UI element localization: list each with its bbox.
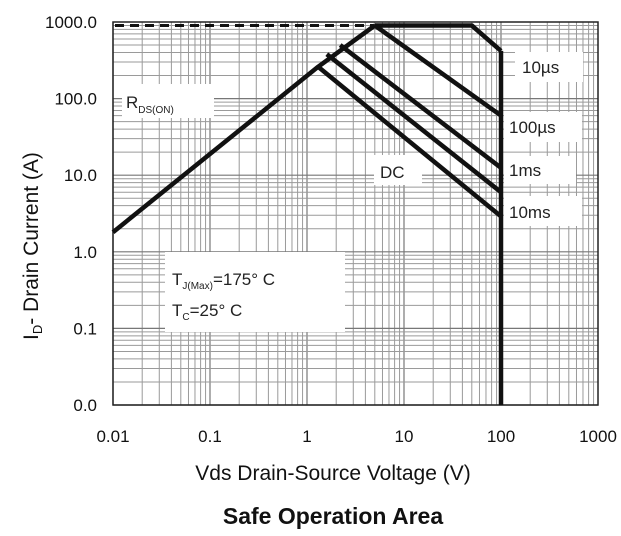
y-axis-title: ID- Drain Current (A) <box>20 152 45 340</box>
x-axis-title: Vds Drain-Source Voltage (V) <box>195 462 470 485</box>
x-tick-label: 0.1 <box>198 427 222 446</box>
y-tick-label: 0.0 <box>73 396 97 415</box>
x-tick-label: 10 <box>395 427 414 446</box>
series-line <box>374 23 503 53</box>
curve-label-10ms: 10ms <box>509 203 551 222</box>
condition-tc: TC=25° C <box>172 301 242 323</box>
y-tick-label: 10.0 <box>64 166 97 185</box>
label-bg-10us <box>515 52 583 82</box>
curve-label-100us: 100µs <box>509 118 556 137</box>
curve-label-10us: 10µs <box>522 58 559 77</box>
dc-label-bg <box>374 155 422 185</box>
label-bg-10ms <box>504 196 582 226</box>
series-line <box>373 23 503 118</box>
y-tick-label: 1000.0 <box>45 13 97 32</box>
label-bg-1ms <box>504 156 576 184</box>
label-bg-100us <box>504 112 582 142</box>
y-tick-label: 1.0 <box>73 243 97 262</box>
curve-label-1ms: 1ms <box>509 161 541 180</box>
x-tick-label: 0.01 <box>96 427 129 446</box>
series-line <box>316 65 503 219</box>
rds-label: RDS(ON) <box>126 93 174 116</box>
y-tick-label: 100.0 <box>54 90 97 109</box>
series-line <box>338 43 503 170</box>
x-tick-label: 1 <box>302 427 311 446</box>
conditions-box <box>165 252 345 332</box>
axis-ticks: 0.01 0.1 1 10 100 1000 0.0 0.1 1.0 10.0 100.0 1000.… <box>45 13 617 446</box>
soa-curves <box>111 23 504 405</box>
rds-label-bg <box>122 84 214 118</box>
x-tick-label: 1000 <box>579 427 617 446</box>
y-tick-label: 0.1 <box>73 319 97 338</box>
condition-tj: TJ(Max)=175° C <box>172 270 275 292</box>
x-tick-label: 100 <box>487 427 515 446</box>
dc-label: DC <box>380 163 405 182</box>
chart-title: Safe Operation Area <box>223 503 443 529</box>
series-line <box>325 52 503 194</box>
plot-frame <box>112 21 599 406</box>
